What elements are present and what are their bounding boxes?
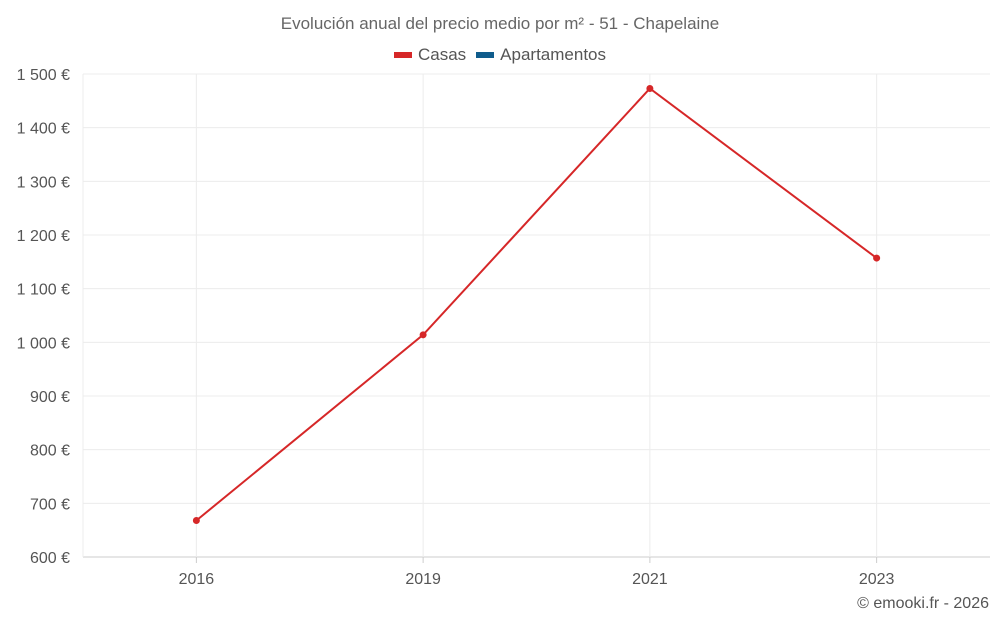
data-point-casas bbox=[419, 331, 427, 339]
y-tick-label: 1 000 € bbox=[17, 335, 70, 352]
legend-item-casas[interactable]: Casas bbox=[393, 45, 467, 65]
x-tick-label: 2019 bbox=[405, 571, 441, 588]
x-tick-label: 2016 bbox=[179, 571, 215, 588]
legend-swatch-casas bbox=[393, 52, 412, 58]
y-tick-label: 700 € bbox=[30, 496, 70, 513]
legend-item-apartamentos[interactable]: Apartamentos bbox=[476, 45, 606, 65]
y-tick-label: 1 500 € bbox=[17, 67, 70, 84]
legend-swatch-apartamentos bbox=[476, 52, 495, 58]
credit-text: © emooki.fr - 2026 bbox=[857, 595, 989, 612]
y-tick-label: 1 400 € bbox=[17, 121, 70, 138]
legend-label-apartamentos: Apartamentos bbox=[500, 45, 607, 64]
data-point-casas bbox=[873, 254, 881, 262]
data-point-casas bbox=[646, 84, 654, 92]
x-tick-label: 2023 bbox=[859, 571, 895, 588]
y-tick-label: 1 100 € bbox=[17, 282, 70, 299]
y-tick-label: 800 € bbox=[30, 443, 70, 460]
x-tick-label: 2021 bbox=[632, 571, 668, 588]
chart-title: Evolución anual del precio medio por m² … bbox=[280, 14, 720, 33]
series-line-casas bbox=[195, 87, 878, 522]
y-tick-label: 900 € bbox=[30, 389, 70, 406]
y-tick-label: 1 300 € bbox=[17, 174, 70, 191]
y-tick-label: 600 € bbox=[30, 550, 70, 567]
y-tick-label: 1 200 € bbox=[17, 228, 70, 245]
legend: Casas Apartamentos bbox=[0, 45, 1000, 65]
data-point-casas bbox=[192, 517, 200, 525]
legend-label-casas: Casas bbox=[417, 45, 467, 64]
